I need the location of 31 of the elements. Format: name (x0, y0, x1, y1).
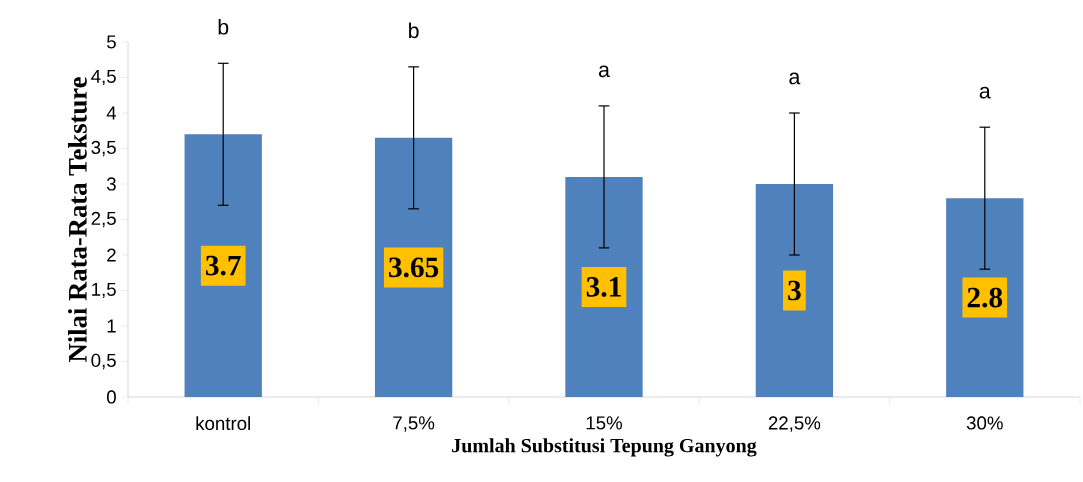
annotation: a (598, 65, 610, 78)
y-tick-label: 4,5 (91, 69, 116, 86)
annotation: a (979, 86, 991, 99)
y-tick-label: 4 (106, 106, 117, 120)
data-label: 3.1 (586, 277, 621, 297)
data-label: 3.65 (389, 257, 439, 278)
y-tick-label: 0,5 (91, 353, 116, 370)
bar (755, 184, 834, 397)
x-tick-label: 15% (586, 416, 623, 430)
bar (946, 198, 1024, 397)
y-tick-label: 1 (107, 319, 116, 333)
y-tick-label: 2 (107, 248, 116, 262)
y-tick-label: 3 (106, 177, 116, 191)
data-label: 3 (788, 280, 801, 301)
x-tick-label: kontrol (196, 416, 250, 431)
data-label: 3.7 (205, 255, 241, 276)
x-axis-title: Jumlah Substitusi Tepung Ganyong (452, 438, 757, 457)
x-tick-label: 7,5% (393, 416, 435, 432)
y-tick-label: 5 (107, 35, 116, 49)
data-label: 2.8 (967, 287, 1003, 308)
x-tick-label: 30% (966, 416, 1003, 430)
bar (184, 134, 262, 397)
y-axis-title: Nilai Rata-Rata Teksture (68, 77, 87, 362)
annotation: a (789, 72, 801, 85)
y-tick-label: 2,5 (91, 211, 116, 228)
y-tick-label: 3,5 (91, 140, 116, 157)
annotation: b (409, 22, 419, 39)
annotation: b (218, 18, 229, 35)
x-tick-label: 22,5% (768, 416, 821, 432)
y-tick-label: 1,5 (92, 282, 116, 299)
y-tick-label: 0 (106, 390, 116, 404)
